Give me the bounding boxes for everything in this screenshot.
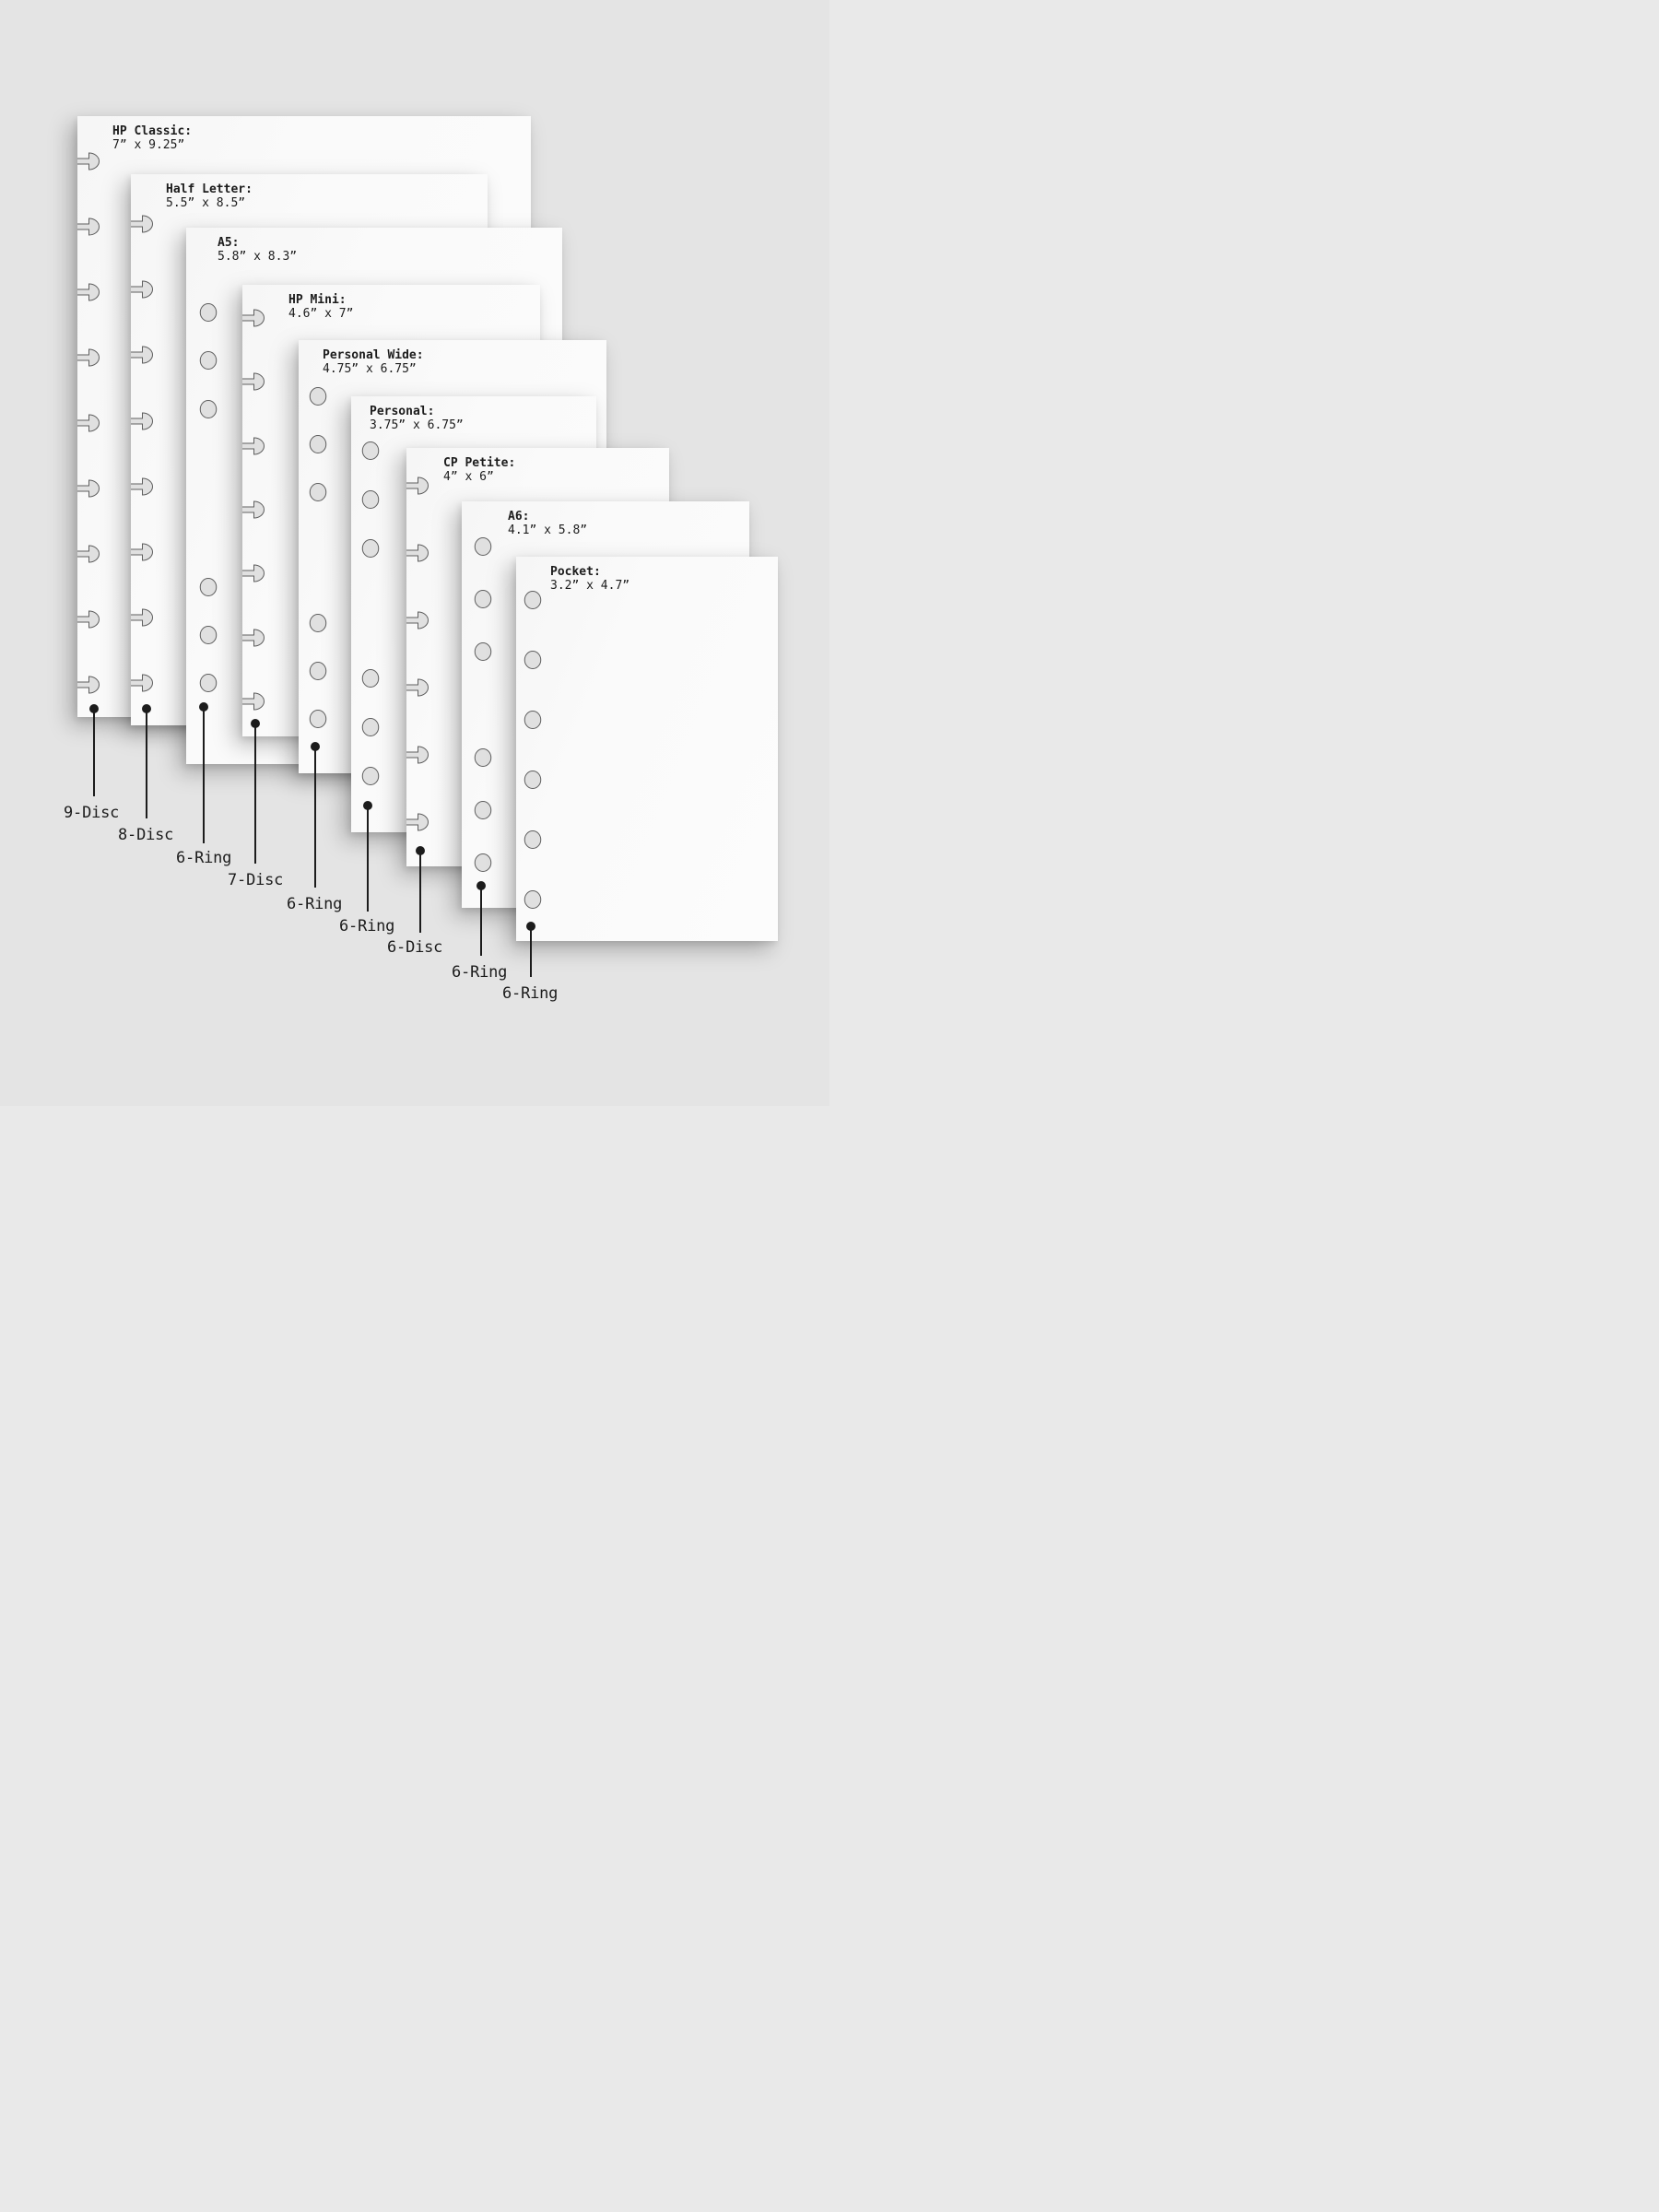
page-dimensions: 5.8” x 8.3” [218,250,298,264]
page-label: Personal: 3.75” x 6.75” [370,405,464,432]
page-title: Personal Wide: [323,348,424,362]
page-dimensions: 4.75” x 6.75” [323,362,417,376]
disc-punches-icon [242,309,265,711]
page-label: Half Letter: 5.5” x 8.5” [166,182,253,210]
callout-label: 8-Disc [118,826,174,844]
callout-line [419,851,421,933]
size-comparison-canvas: HP Classic: 7” x 9.25” Half Letter: 5.5” x… [0,0,830,1106]
page-title: Pocket: [550,565,601,579]
page-label: A6: 4.1” x 5.8” [508,510,587,537]
callout-line [203,707,205,843]
page-label: A5: 5.8” x 8.3” [218,236,297,264]
ring-holes-icon [309,387,327,728]
page-label: CP Petite: 4” x 6” [443,456,515,484]
page-title: CP Petite: [443,456,516,470]
callout-line [93,709,95,796]
callout-label: 6-Disc [387,938,443,957]
page-dimensions: 3.75” x 6.75” [370,418,464,432]
callout-line [146,709,147,818]
page-label: HP Mini: 4.6” x 7” [288,293,353,321]
callout-label: 6-Ring [452,963,508,982]
page-label: Personal Wide: 4.75” x 6.75” [323,348,424,376]
callout-label: 6-Ring [287,895,343,913]
callout-line [530,926,532,977]
page-dimensions: 4” x 6” [443,470,494,484]
callout-label: 7-Disc [228,871,284,889]
ring-holes-icon [199,303,218,692]
page-pocket: Pocket: 3.2” x 4.7” [516,557,778,941]
page-dimensions: 4.6” x 7” [288,307,354,321]
callout-line [480,886,482,956]
page-title: Half Letter: [166,182,253,196]
page-dimensions: 4.1” x 5.8” [508,524,588,537]
ring-holes-icon [524,591,542,909]
callout-label: 9-Disc [64,804,120,822]
page-dimensions: 7” x 9.25” [112,138,185,152]
disc-punches-icon [406,477,429,831]
page-label: Pocket: 3.2” x 4.7” [550,565,629,593]
disc-punches-icon [131,215,153,692]
page-dimensions: 5.5” x 8.5” [166,196,246,210]
ring-holes-icon [361,441,380,785]
page-title: Personal: [370,405,435,418]
callout-label: 6-Ring [176,849,232,867]
callout-label: 6-Ring [502,984,559,1003]
disc-punches-icon [77,152,100,694]
callout-line [314,747,316,888]
page-title: A6: [508,510,530,524]
callout-line [254,724,256,864]
page-label: HP Classic: 7” x 9.25” [112,124,192,152]
callout-line [367,806,369,912]
page-title: HP Mini: [288,293,347,307]
page-title: A5: [218,236,240,250]
ring-holes-icon [474,537,492,872]
page-dimensions: 3.2” x 4.7” [550,579,630,593]
callout-label: 6-Ring [339,917,395,935]
page-title: HP Classic: [112,124,193,138]
